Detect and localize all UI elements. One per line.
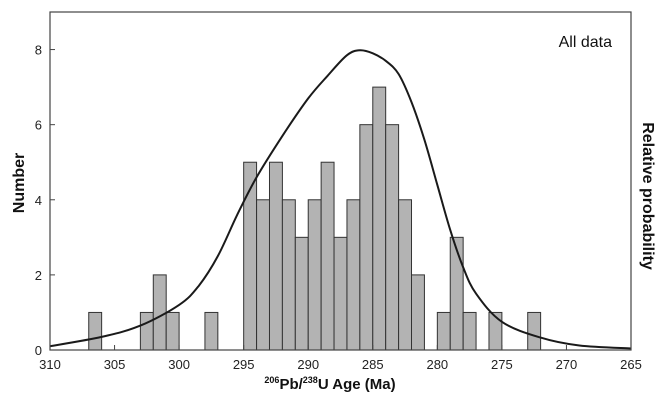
y-axis-label: Number	[11, 153, 28, 213]
histogram-bar	[204, 311, 219, 351]
histogram-bar	[346, 199, 361, 351]
histogram-bar	[165, 311, 180, 351]
x-axis-label: 206Pb/238U Age (Ma)	[264, 375, 395, 393]
histogram-bar	[333, 236, 348, 351]
histogram-bar	[398, 199, 413, 351]
x-tick-label: 270	[556, 357, 578, 372]
x-tick-label: 300	[168, 357, 190, 372]
histogram-bar	[88, 311, 103, 351]
x-tick-label: 310	[39, 357, 61, 372]
y2-axis-label: Relative probability	[639, 122, 656, 270]
histogram-bar	[385, 124, 400, 351]
relative-probability-curve	[49, 49, 632, 350]
y-tick-label: 6	[35, 118, 42, 133]
histogram-bar	[462, 311, 477, 351]
x-axis-label-sup1: 206	[264, 375, 279, 385]
histogram-bar	[359, 124, 374, 351]
x-tick-label: 305	[104, 357, 126, 372]
x-tick-label: 275	[491, 357, 513, 372]
histogram-bar	[436, 311, 451, 351]
x-tick-label: 265	[620, 357, 642, 372]
y-tick-label: 2	[35, 268, 42, 283]
x-tick-label: 285	[362, 357, 384, 372]
histogram-bar	[527, 311, 542, 351]
histogram-bar	[256, 199, 270, 351]
x-axis-label-mid: Pb/	[279, 376, 303, 393]
histogram-bar	[411, 274, 425, 351]
y-tick-label: 8	[35, 43, 42, 58]
x-tick-label: 290	[297, 357, 319, 372]
x-tick-label: 295	[233, 357, 255, 372]
histogram-bar	[372, 86, 387, 351]
histogram-bar	[488, 311, 503, 351]
histogram-bar	[152, 274, 167, 351]
x-tick-label: 280	[426, 357, 448, 372]
y-tick-label: 4	[35, 193, 42, 208]
histogram-bar	[320, 161, 335, 351]
histogram-bar	[307, 199, 322, 351]
x-axis-label-sup2: 238	[303, 375, 318, 385]
bars-group	[88, 86, 542, 351]
plot-frame	[49, 11, 632, 351]
x-axis-ticks: 310 305 300 295 290 285 280 275 270 265	[39, 345, 642, 372]
x-axis-label-post: U Age (Ma)	[318, 376, 396, 393]
chart-annotation: All data	[559, 34, 612, 51]
histogram-bar	[139, 311, 154, 351]
histogram-bar	[268, 161, 283, 351]
y-tick-label: 0	[35, 343, 42, 358]
histogram-bar	[281, 199, 296, 351]
histogram-bar	[294, 236, 309, 351]
histogram-bar	[449, 236, 464, 351]
y-axis-ticks: 0 2 4 6 8	[35, 43, 55, 358]
